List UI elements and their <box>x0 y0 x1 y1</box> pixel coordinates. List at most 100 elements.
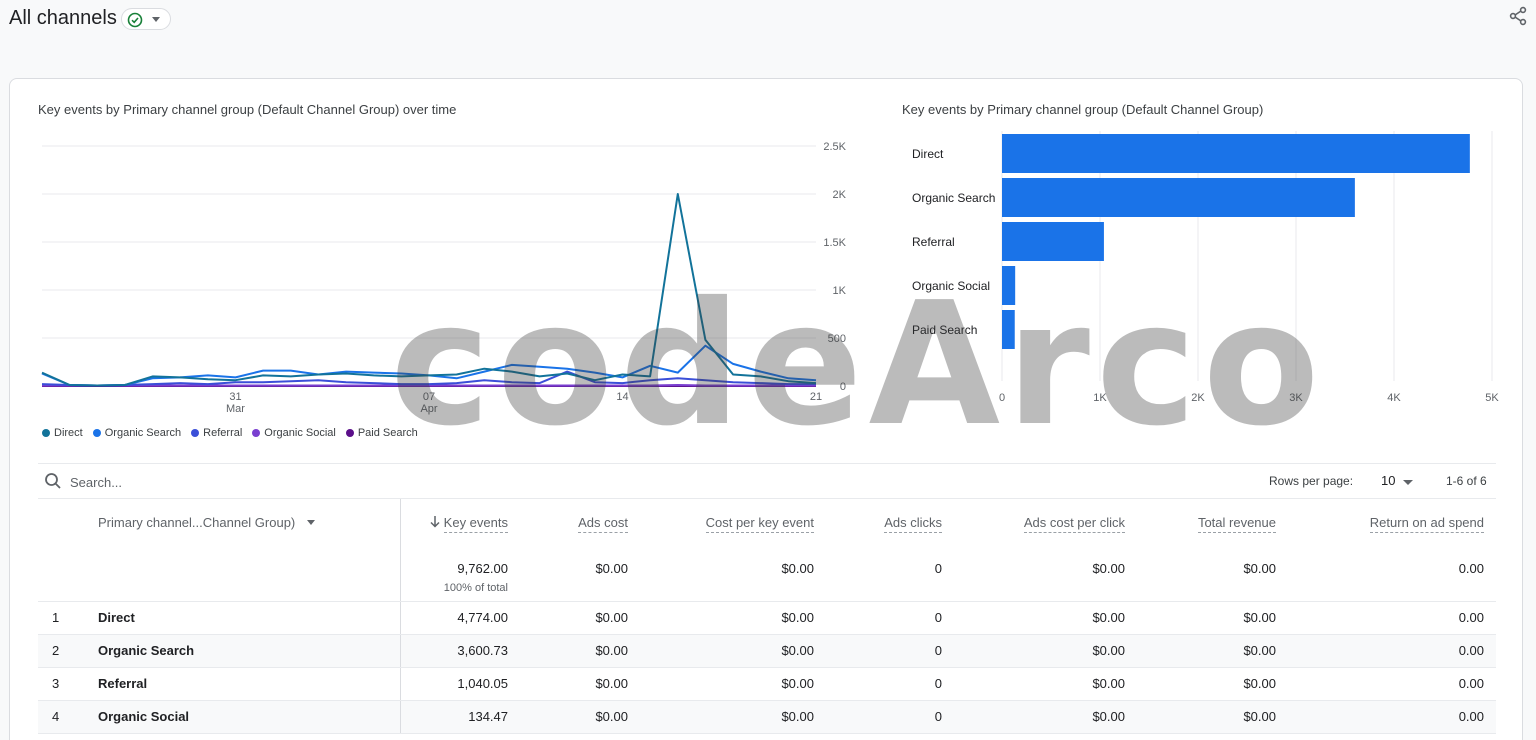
column-header-ads-clicks[interactable]: Ads clicks <box>826 499 954 545</box>
bar-referral <box>1002 222 1104 261</box>
legend-item[interactable]: Direct <box>42 425 83 441</box>
chevron-down-icon <box>1403 480 1413 485</box>
total-cell: 0.00 <box>1288 545 1496 602</box>
x-tick-month-label: Apr <box>420 403 437 415</box>
legend-label: Organic Social <box>264 427 336 439</box>
chevron-down-icon <box>307 519 316 525</box>
table-cell: $0.00 <box>954 601 1137 635</box>
column-header-label: Cost per key event <box>705 514 814 533</box>
x-tick-label: 2K <box>1191 392 1205 404</box>
table-cell: $0.00 <box>1137 700 1288 734</box>
legend-item[interactable]: Referral <box>191 425 242 441</box>
series-line-organic-social <box>42 384 816 387</box>
row-rank: 4 <box>38 700 98 734</box>
y-tick-label: 500 <box>828 333 846 345</box>
report-card: Key events by Primary channel group (Def… <box>9 78 1523 740</box>
totals-label-cell <box>38 545 401 602</box>
bar-organic-search <box>1002 178 1355 217</box>
column-header-key-events[interactable]: Key events <box>400 499 520 545</box>
search-input[interactable] <box>70 472 370 492</box>
table-cell: 1,040.05 <box>400 667 520 701</box>
rows-per-page-label: Rows per page: <box>1269 474 1354 488</box>
table-cell: 0.00 <box>1288 667 1496 701</box>
dimension-header[interactable]: Primary channel...Channel Group) <box>38 499 401 545</box>
total-cell: $0.00 <box>640 545 826 602</box>
x-tick-label: 0 <box>999 392 1005 404</box>
column-header-label: Ads clicks <box>884 514 942 533</box>
y-tick-label: 2K <box>833 189 847 201</box>
data-table: Primary channel...Channel Group) Key eve… <box>38 499 1496 734</box>
table-cell: 134.47 <box>400 700 520 734</box>
row-dimension: Organic Search <box>98 634 401 668</box>
column-header-ads-cost-per-click[interactable]: Ads cost per click <box>954 499 1137 545</box>
share-icon[interactable] <box>1508 6 1528 26</box>
table-cell: 0 <box>826 700 954 734</box>
x-tick-label: 5K <box>1485 392 1499 404</box>
table-row[interactable]: 2 Organic Search 3,600.73 $0.00 $0.00 0 … <box>38 634 1496 668</box>
table-cell: 0.00 <box>1288 634 1496 668</box>
legend-item[interactable]: Organic Search <box>92 425 181 441</box>
column-header-return-on-ad-spend[interactable]: Return on ad spend <box>1288 499 1496 545</box>
bar-category-label: Referral <box>912 235 955 249</box>
x-tick-label: 3K <box>1289 392 1303 404</box>
table-row[interactable]: 4 Organic Social 134.47 $0.00 $0.00 0 $0… <box>38 700 1496 734</box>
table-cell: $0.00 <box>640 700 826 734</box>
series-line-referral <box>41 370 816 387</box>
total-cell: 0 <box>826 545 954 602</box>
legend-dot-icon <box>191 429 200 437</box>
column-header-cost-per-key-event[interactable]: Cost per key event <box>640 499 826 545</box>
table-row[interactable]: 1 Direct 4,774.00 $0.00 $0.00 0 $0.00 $0… <box>38 601 1496 635</box>
x-tick-label: 31 <box>229 391 241 403</box>
total-cell: $0.00 <box>954 545 1137 602</box>
column-header-label: Ads cost per click <box>1023 514 1125 533</box>
table-cell: $0.00 <box>954 667 1137 701</box>
table-cell: $0.00 <box>520 700 640 734</box>
line-chart-legend: Direct Organic Search Referral Organic Soci… <box>42 425 418 441</box>
total-value: 9,762.00 <box>457 561 508 576</box>
chevron-down-icon <box>152 17 160 22</box>
table-cell: 3,600.73 <box>400 634 520 668</box>
row-rank: 3 <box>38 667 98 701</box>
row-dimension: Direct <box>98 601 401 635</box>
table-cell: $0.00 <box>640 667 826 701</box>
pagination-text: 1-6 of 6 <box>1446 474 1487 488</box>
bar-category-label: Organic Search <box>912 191 995 205</box>
bar-organic-social <box>1002 266 1016 305</box>
legend-dot-icon <box>92 429 101 437</box>
search-icon <box>45 473 61 489</box>
table-cell: 0 <box>826 634 954 668</box>
table-cell: $0.00 <box>1137 601 1288 635</box>
row-rank: 1 <box>38 601 98 635</box>
y-tick-label: 0 <box>840 381 846 393</box>
check-circle-icon <box>127 12 143 28</box>
table-cell: $0.00 <box>640 634 826 668</box>
x-tick-label: 14 <box>616 391 628 403</box>
table-row[interactable]: 3 Referral 1,040.05 $0.00 $0.00 0 $0.00 … <box>38 667 1496 701</box>
comparison-filter-chip[interactable] <box>121 8 171 30</box>
legend-item[interactable]: Organic Social <box>252 425 336 441</box>
bar-paid-search <box>1002 310 1015 349</box>
legend-item[interactable]: Paid Search <box>345 425 418 441</box>
column-header-ads-cost[interactable]: Ads cost <box>520 499 640 545</box>
column-header-label: Ads cost <box>578 514 628 533</box>
table-cell: 0 <box>826 667 954 701</box>
y-tick-label: 2.5K <box>823 141 846 153</box>
bar-category-label: Direct <box>912 147 944 161</box>
column-header-total-revenue[interactable]: Total revenue <box>1137 499 1288 545</box>
rows-per-page-select[interactable]: 10 <box>1381 473 1421 491</box>
table-cell: $0.00 <box>640 601 826 635</box>
table-cell: 0.00 <box>1288 700 1496 734</box>
bar-category-label: Paid Search <box>912 323 977 337</box>
bar-chart-title: Key events by Primary channel group (Def… <box>902 102 1264 117</box>
table-cell: $0.00 <box>520 601 640 635</box>
top-bar: All channels <box>0 0 1536 40</box>
sort-down-icon <box>430 515 440 528</box>
legend-label: Paid Search <box>357 427 418 439</box>
table-toolbar: Rows per page: 10 1-6 of 6 <box>38 463 1496 499</box>
x-tick-month-label: Mar <box>226 403 245 415</box>
rows-per-page-value: 10 <box>1381 473 1396 488</box>
column-header-label: Key events <box>443 514 508 533</box>
table-cell: $0.00 <box>520 634 640 668</box>
x-tick-label: 21 <box>810 391 822 403</box>
